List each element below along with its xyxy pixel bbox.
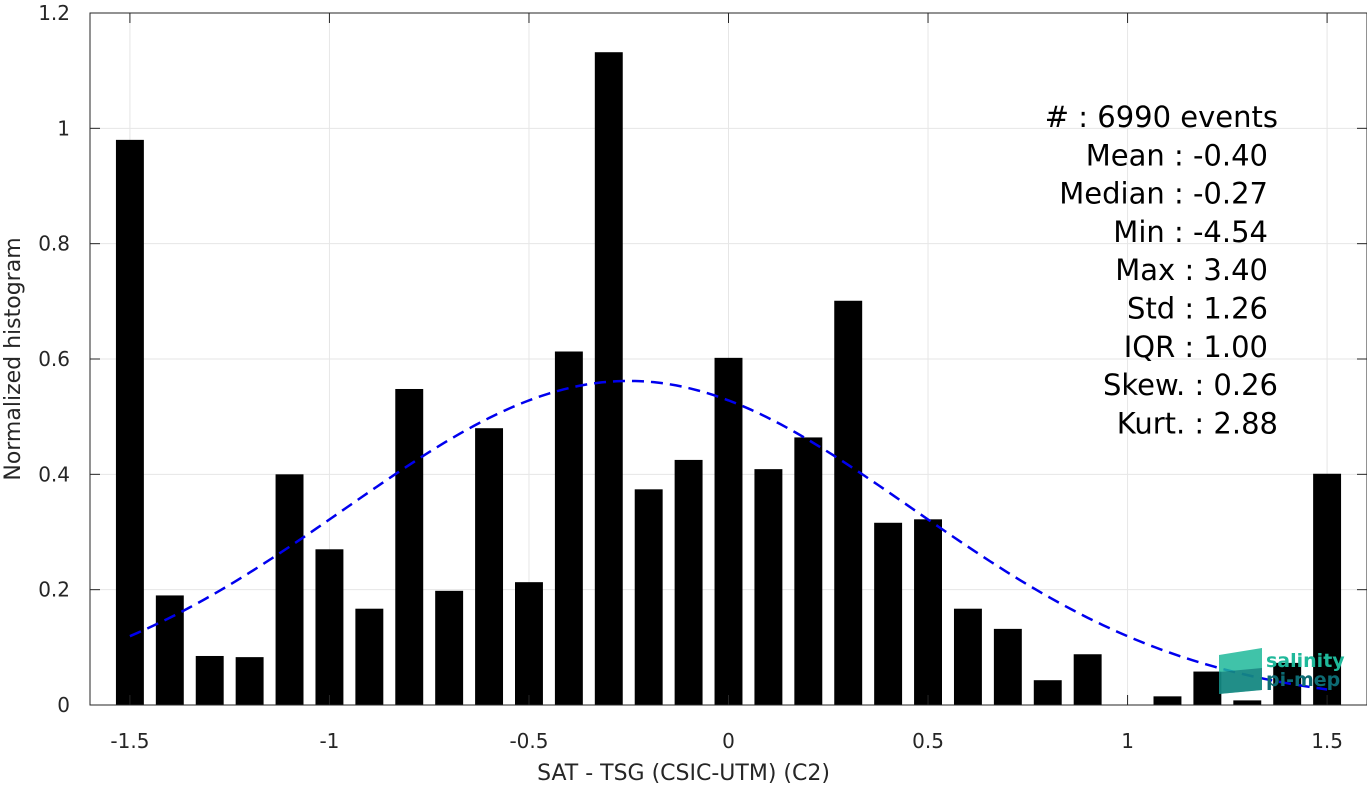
x-tick-label: 1 — [1121, 729, 1134, 753]
histogram-bar — [953, 608, 982, 705]
logo-line2: pi-mep — [1266, 669, 1340, 691]
histogram-bar — [515, 582, 543, 705]
y-tick-label: 0.6 — [38, 347, 70, 371]
histogram-bar — [115, 139, 144, 705]
histogram-bar — [195, 655, 224, 705]
y-tick-label: 0 — [57, 693, 70, 717]
histogram-bar — [714, 357, 743, 705]
x-tick-label: -0.5 — [509, 729, 548, 753]
histogram-bar — [1073, 654, 1102, 705]
histogram-bar — [1153, 696, 1182, 705]
histogram-bar — [914, 519, 942, 705]
y-axis-label: Normalized histogram — [1, 237, 26, 480]
y-tick-label: 1 — [57, 116, 70, 140]
x-tick-label: 0 — [722, 729, 735, 753]
statistics-box: # : 6990 events Mean : -0.40 Median : -0.2… — [1045, 100, 1278, 440]
x-tick-label: 1.5 — [1311, 729, 1343, 753]
histogram-bar — [235, 657, 264, 705]
histogram-bar — [554, 351, 583, 705]
stat-line: Std : 1.26 — [1127, 292, 1268, 326]
histogram-bar — [155, 595, 184, 705]
x-tick-label: -1.5 — [110, 729, 149, 753]
logo-line1: salinity — [1266, 650, 1345, 672]
x-tick-labels: -1.5 -1 -0.5 0 0.5 1 1.5 — [110, 729, 1343, 753]
histogram-bar — [834, 300, 863, 705]
y-tick-label: 0.8 — [38, 232, 70, 256]
histogram-bar — [794, 437, 823, 705]
y-tick-label: 0.2 — [38, 578, 70, 602]
normal-fit-curve — [129, 379, 1328, 691]
y-tick-label: 1.2 — [38, 1, 70, 25]
stat-line: # : 6990 events — [1045, 100, 1278, 134]
logo-wave-shadow-icon — [1219, 668, 1262, 694]
x-axis-label: SAT - TSG (CSIC-UTM) (C2) — [537, 761, 830, 785]
histogram-bar — [1193, 671, 1222, 705]
stat-line: Kurt. : 2.88 — [1117, 406, 1278, 440]
histogram-bar — [1233, 700, 1262, 705]
histogram-bar — [993, 628, 1022, 705]
histogram-bar — [874, 522, 903, 705]
histogram-bar — [594, 52, 623, 706]
histogram-bar — [674, 459, 703, 705]
stat-line: Min : -4.54 — [1113, 215, 1268, 249]
histogram-bar — [1313, 473, 1342, 705]
stat-line: Median : -0.27 — [1059, 177, 1268, 211]
histogram-bar — [275, 474, 304, 705]
histogram-bar — [355, 608, 384, 705]
salinity-pimep-logo: salinity pi-mep — [1219, 648, 1345, 694]
histogram-bar — [754, 469, 783, 705]
histogram-bar — [1033, 680, 1062, 705]
histogram-bar — [475, 428, 504, 705]
histogram-bar — [634, 489, 663, 705]
y-tick-label: 0.4 — [38, 462, 70, 486]
x-tick-label: -1 — [319, 729, 339, 753]
stat-line: Skew. : 0.26 — [1103, 368, 1278, 402]
histogram-bar — [395, 388, 424, 705]
axis-ticks — [90, 12, 1367, 706]
y-tick-labels: 0 0.2 0.4 0.6 0.8 1 1.2 — [38, 1, 70, 717]
x-tick-label: 0.5 — [912, 729, 944, 753]
histogram-bars — [115, 52, 1342, 706]
histogram-bar — [435, 590, 464, 705]
stat-line: Max : 3.40 — [1115, 253, 1268, 287]
histogram-bar — [315, 549, 344, 705]
stat-line: Mean : -0.40 — [1086, 138, 1268, 172]
stat-line: IQR : 1.00 — [1124, 330, 1268, 364]
